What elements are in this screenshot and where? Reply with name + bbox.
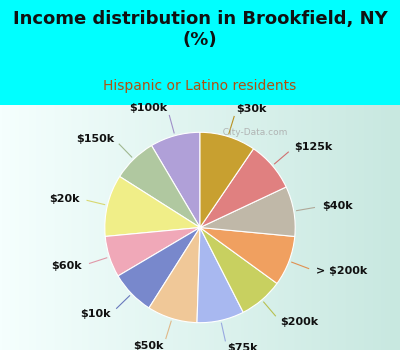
- Text: $40k: $40k: [322, 201, 352, 211]
- Wedge shape: [200, 228, 277, 312]
- Wedge shape: [105, 176, 200, 237]
- Text: $150k: $150k: [76, 134, 114, 143]
- Wedge shape: [118, 228, 200, 308]
- Text: City-Data.com: City-Data.com: [217, 128, 288, 137]
- Text: $60k: $60k: [52, 261, 82, 271]
- Text: Income distribution in Brookfield, NY
(%): Income distribution in Brookfield, NY (%…: [13, 10, 387, 49]
- Text: $75k: $75k: [227, 343, 258, 350]
- Wedge shape: [149, 228, 200, 323]
- Text: > $200k: > $200k: [316, 266, 367, 276]
- Wedge shape: [197, 228, 243, 323]
- Text: $125k: $125k: [294, 142, 332, 152]
- Text: $200k: $200k: [280, 317, 318, 327]
- Wedge shape: [200, 132, 254, 228]
- Wedge shape: [200, 149, 286, 228]
- Text: $20k: $20k: [49, 194, 80, 204]
- Wedge shape: [120, 146, 200, 228]
- Wedge shape: [200, 187, 295, 237]
- Wedge shape: [200, 228, 295, 284]
- Wedge shape: [105, 228, 200, 276]
- Wedge shape: [152, 132, 200, 228]
- Text: $50k: $50k: [133, 341, 164, 350]
- Text: $30k: $30k: [236, 104, 267, 114]
- Text: $100k: $100k: [129, 103, 167, 113]
- Text: $10k: $10k: [81, 309, 111, 318]
- Text: Hispanic or Latino residents: Hispanic or Latino residents: [103, 79, 297, 93]
